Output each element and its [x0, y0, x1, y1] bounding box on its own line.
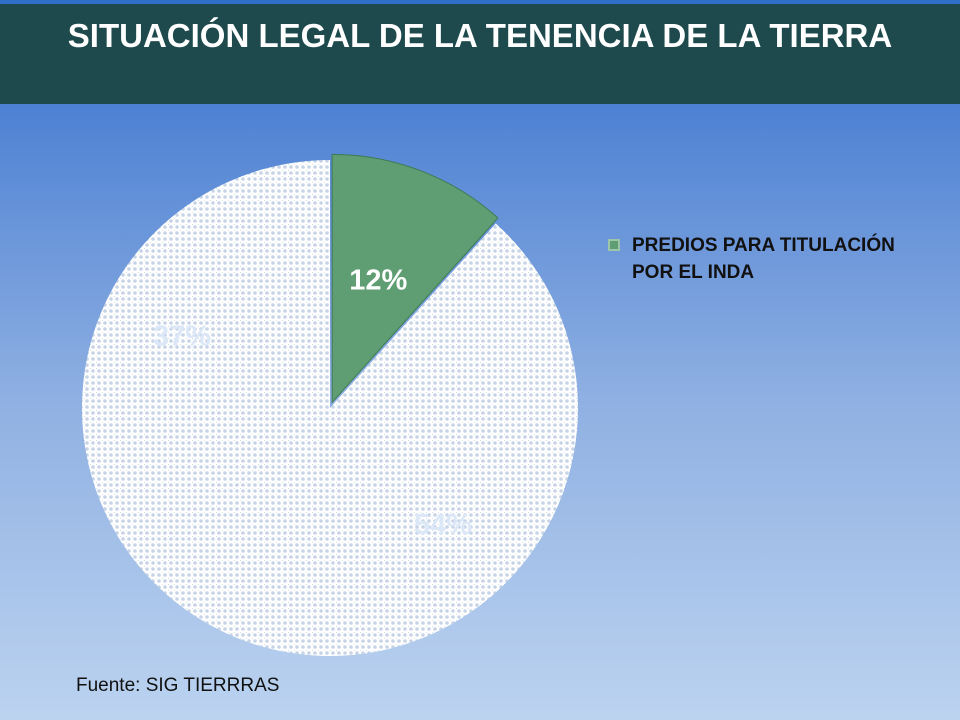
pie-data-label-1: 54%	[414, 509, 472, 541]
legend-label: PREDIOS PARA TITULACIÓN POR EL INDA	[632, 235, 895, 283]
page-title: SITUACIÓN LEGAL DE LA TENENCIA DE LA TIE…	[67, 17, 893, 54]
pie-data-label-0: 12%	[349, 265, 407, 297]
pie-slice-1	[138, 223, 578, 656]
pie-chart: 12% 54% 37%	[82, 153, 578, 656]
legend-swatch	[608, 239, 620, 251]
pie-data-label-2: 37%	[153, 321, 211, 353]
source-note: Fuente: SIG TIERRRAS	[76, 675, 280, 696]
pie-slice-2	[82, 160, 330, 566]
pie-slice-0	[331, 153, 499, 404]
title-bar: SITUACIÓN LEGAL DE LA TENENCIA DE LA TIE…	[0, 0, 960, 104]
